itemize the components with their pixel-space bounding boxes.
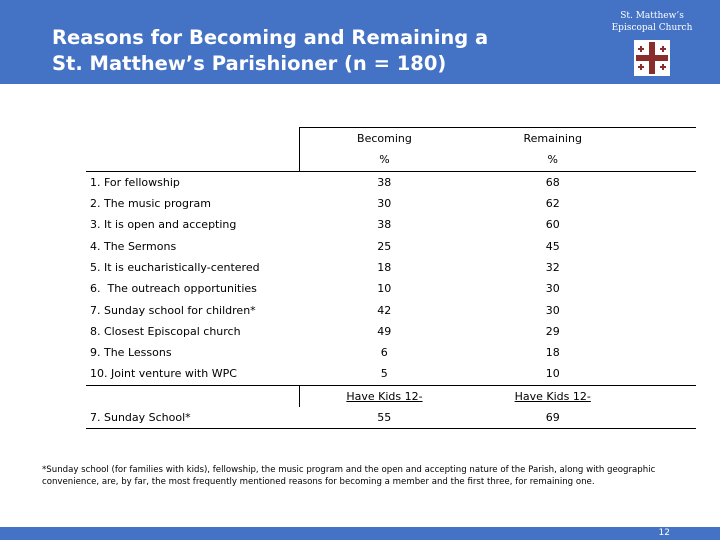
title-line-1: Reasons for Becoming and Remaining a [52,26,489,49]
becoming-value: 49 [377,324,392,338]
becoming-value: 6 [380,346,388,360]
remaining-value: 60 [545,218,560,232]
remaining-value: 30 [545,303,560,317]
remaining-value: 10 [468,363,637,386]
footer-bar: 12 [0,527,720,540]
becoming-value: 10 [377,282,392,296]
kids-header-row: Have Kids 12- Have Kids 12- [86,385,696,407]
kids-becoming-label: Have Kids 12- [346,389,423,403]
cross-icon [634,40,670,76]
table-header-row: Becoming Remaining [86,127,696,150]
church-logo-text: St. Matthew’s Episcopal Church [606,10,698,34]
header-bar: Reasons for Becoming and Remaining a St.… [0,0,720,84]
table-row: 2. The music program 30 62 [86,193,696,214]
footnote: *Sunday school (for families with kids),… [42,465,656,487]
remaining-value: 69 [468,406,637,430]
becoming-value: 38 [377,218,392,232]
page-number: 12 [658,528,670,538]
reasons-table: Becoming Remaining % % 1. For fellowship… [86,127,696,430]
remaining-value: 18 [545,346,560,360]
table-row: 10. Joint venture with WPC 5 10 [86,363,696,386]
remaining-value: 62 [545,197,560,211]
table-row: 8. Closest Episcopal church 49 29 [86,321,696,342]
table-row: 9. The Lessons 6 18 [86,342,696,363]
kids-remaining-label: Have Kids 12- [514,389,591,403]
remaining-value: 45 [545,239,560,253]
becoming-value: 25 [377,239,392,253]
title-line-2: St. Matthew’s Parishioner (n = 180) [52,52,447,75]
row-label: 1. For fellowship [90,175,180,189]
becoming-value: 30 [377,197,392,211]
percent-becoming: % [299,149,469,172]
becoming-value: 18 [377,260,392,274]
becoming-value: 5 [299,363,469,386]
table-row: 5. It is eucharistically-centered 18 32 [86,257,696,278]
table-row: 4. The Sermons 25 45 [86,235,696,256]
percent-row: % % [86,149,696,172]
table-row: 3. It is open and accepting 38 60 [86,214,696,235]
row-label: 4. The Sermons [90,239,177,253]
becoming-value: 38 [377,175,392,189]
becoming-value: 42 [377,303,392,317]
row-label: 5. It is eucharistically-centered [90,260,260,274]
row-label: 8. Closest Episcopal church [90,324,241,338]
logo-line-2: Episcopal Church [611,23,693,33]
sunday-school-row: 7. Sunday School* 55 69 [86,406,696,430]
remaining-value: 32 [545,260,560,274]
row-label: 9. The Lessons [90,346,172,360]
table-row: 7. Sunday school for children* 42 30 [86,299,696,320]
row-label: 7. Sunday school for children* [90,303,256,317]
becoming-value: 55 [299,406,469,430]
remaining-value: 68 [545,175,560,189]
table-row: 1. For fellowship 38 68 [86,171,696,193]
row-label: 2. The music program [90,197,211,211]
logo-line-1: St. Matthew’s [620,11,684,21]
remaining-value: 30 [545,282,560,296]
row-label: 6. The outreach opportunities [90,282,257,296]
percent-remaining: % [468,149,637,172]
row-label: 3. It is open and accepting [90,218,237,232]
table-row: 6. The outreach opportunities 10 30 [86,278,696,299]
remaining-value: 29 [545,324,560,338]
slide-title: Reasons for Becoming and Remaining a St.… [52,25,488,77]
column-header-becoming: Becoming [299,127,469,150]
row-label: 10. Joint venture with WPC [86,363,300,386]
column-header-remaining: Remaining [468,127,637,150]
row-label: 7. Sunday School* [86,406,300,430]
